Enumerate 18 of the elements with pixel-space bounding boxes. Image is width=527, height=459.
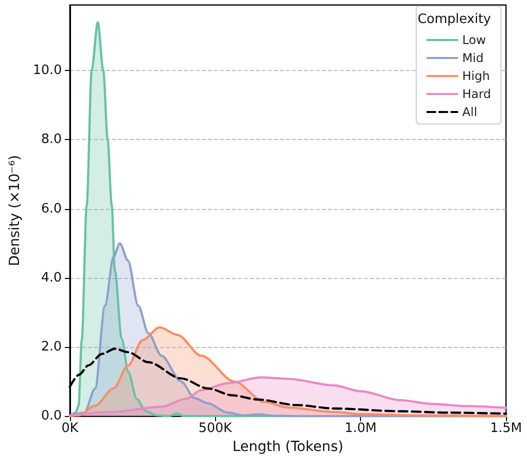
x-tick-label: 0K <box>61 421 79 436</box>
y-tick-label: 10.0 <box>32 63 62 78</box>
x-tick-label: 1.5M <box>490 421 522 436</box>
legend-label: Low <box>462 33 486 47</box>
y-tick-label: 2.0 <box>41 340 62 355</box>
x-tick-label: 1.0M <box>344 421 377 436</box>
x-axis-title: Length (Tokens) <box>232 439 344 455</box>
x-tick-label: 500K <box>198 421 232 436</box>
y-tick-label: 0.0 <box>41 408 62 424</box>
y-tick-label: 4.0 <box>41 270 62 286</box>
y-axis-title: Density (×10⁻⁶) <box>7 154 23 266</box>
legend-title: Complexity <box>418 12 492 27</box>
legend-label: All <box>462 105 478 119</box>
legend-label: Hard <box>462 87 491 101</box>
y-tick-label: 8.0 <box>41 132 62 148</box>
legend-label: High <box>462 69 490 83</box>
y-tick-label: 6.0 <box>41 201 62 216</box>
legend-label: Mid <box>462 51 484 65</box>
